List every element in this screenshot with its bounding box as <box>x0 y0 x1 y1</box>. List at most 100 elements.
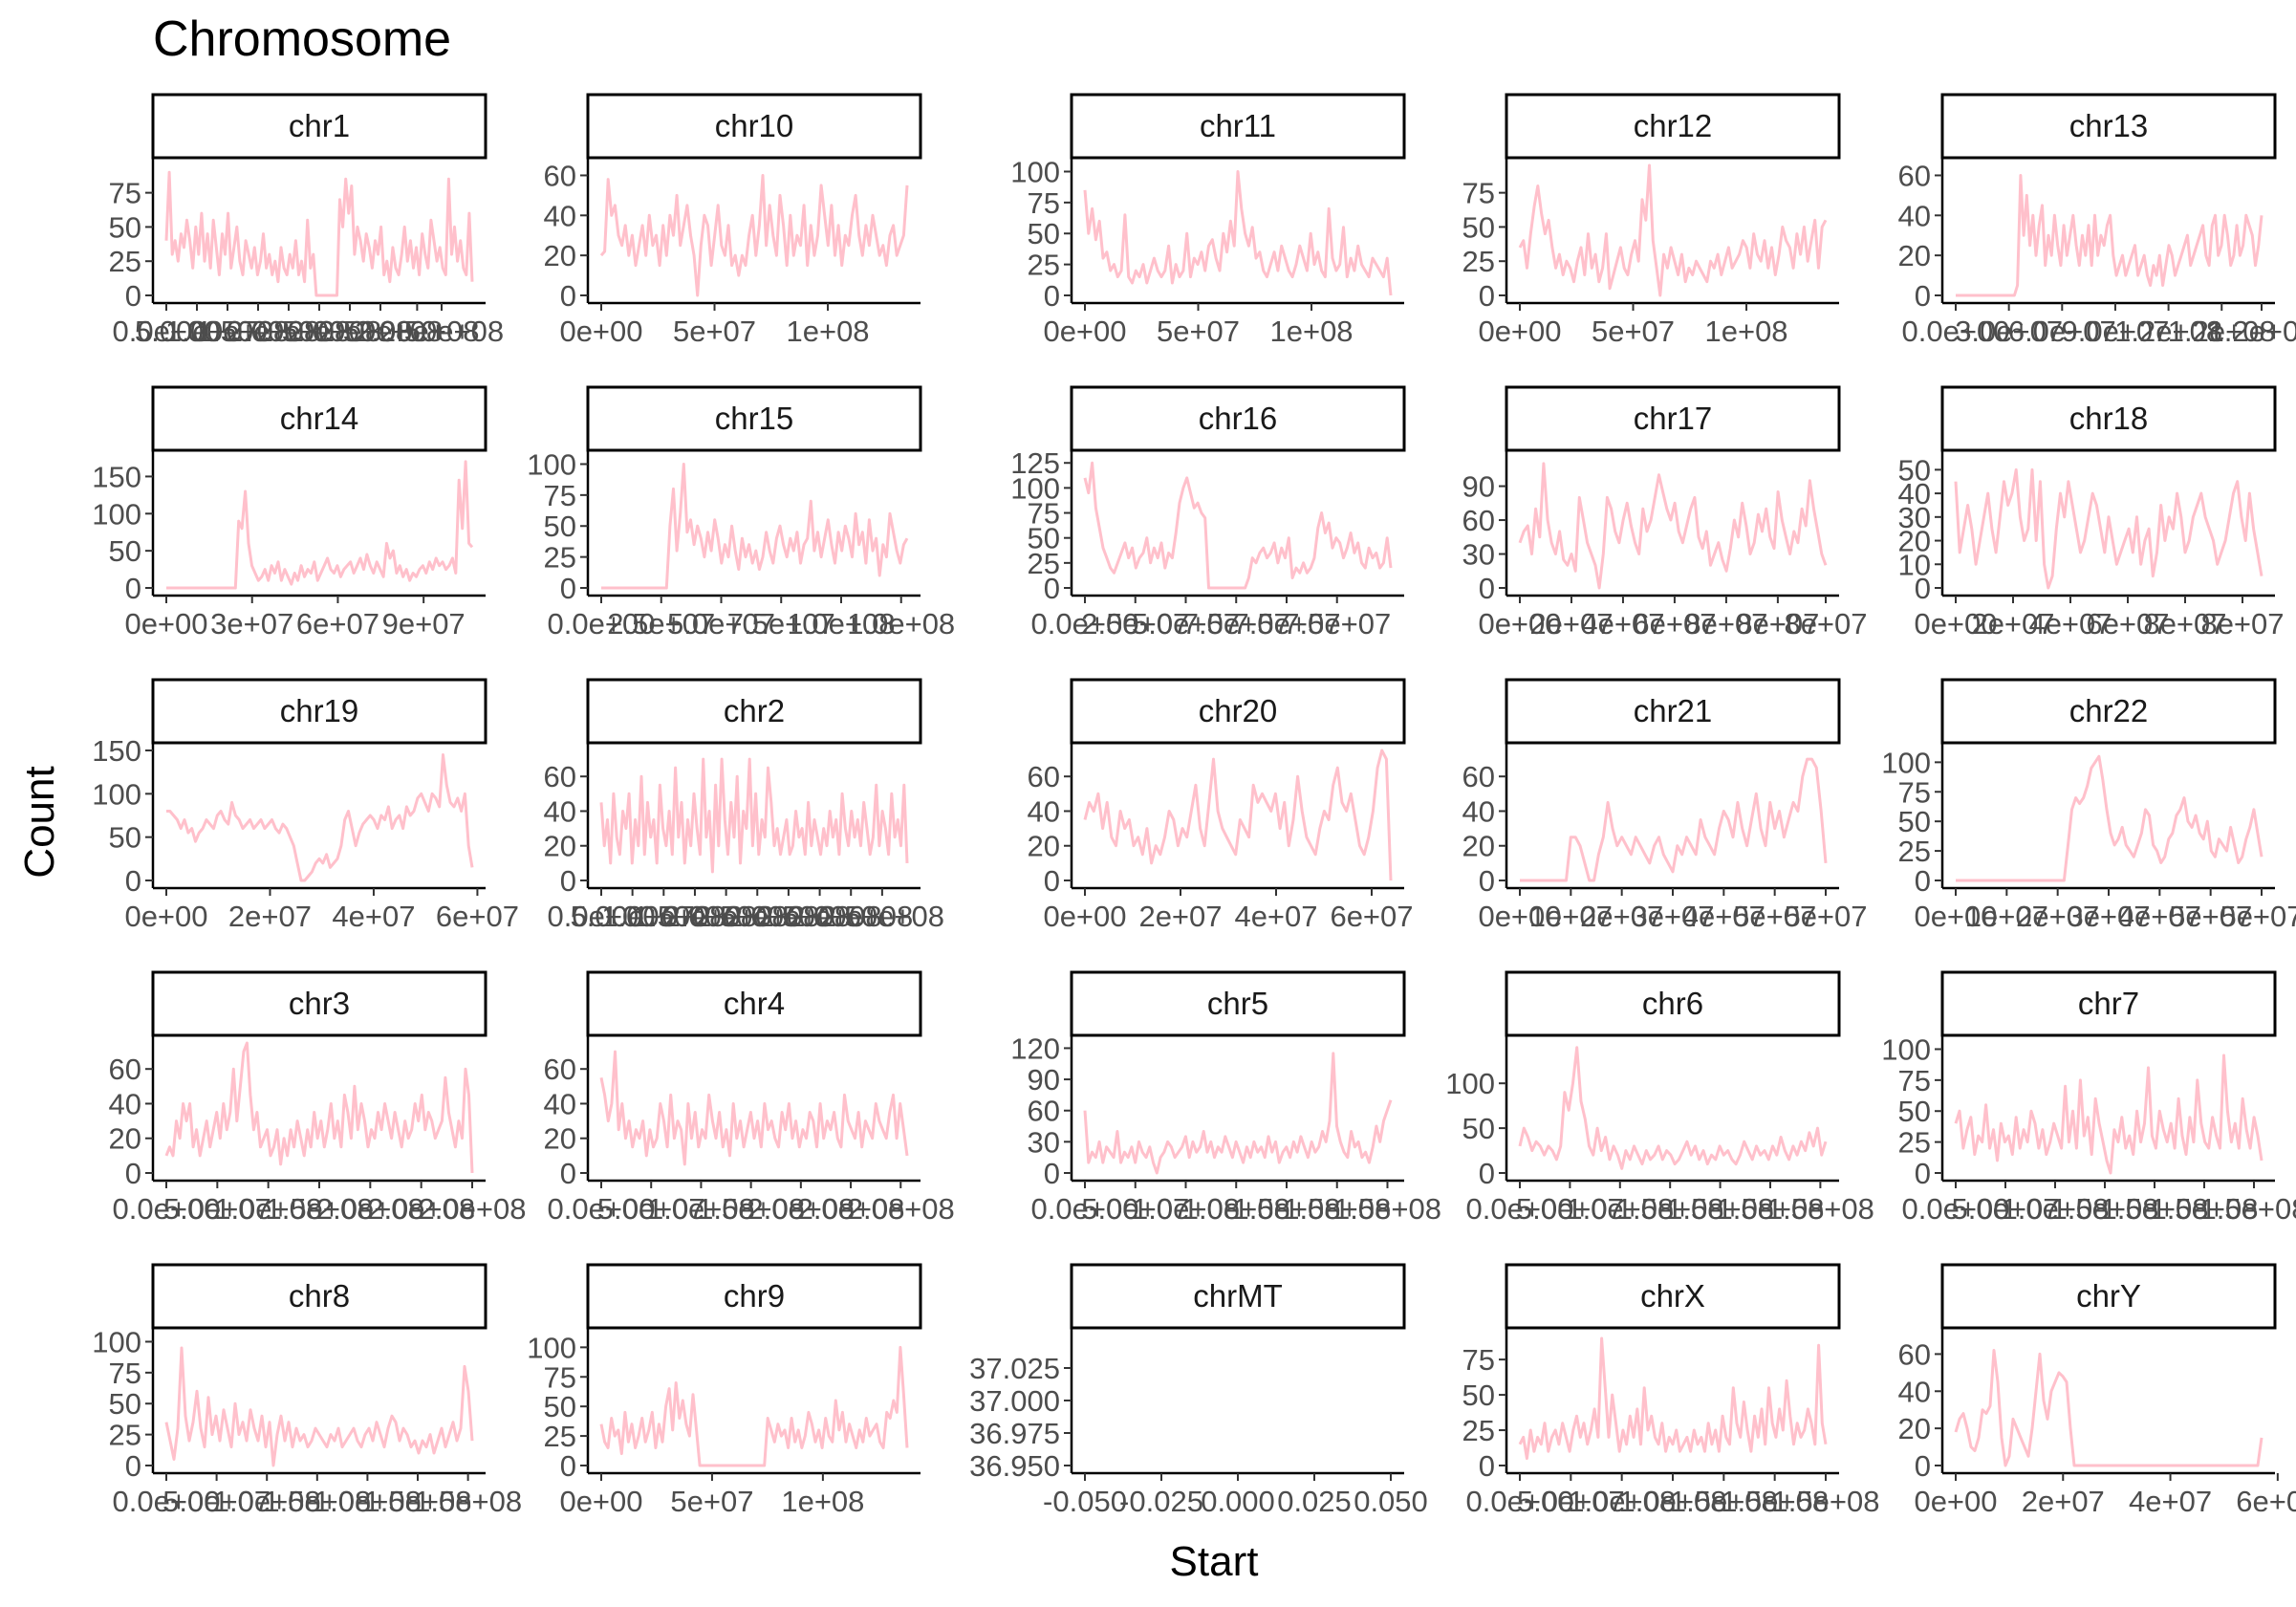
x-tick-label: 1.50e+08 <box>633 900 757 933</box>
x-tick-label: 3e+07 <box>210 607 293 641</box>
x-tick-label: 5.0e+07 <box>1517 1485 1625 1518</box>
y-tick-label: 0 <box>1915 572 1931 605</box>
panel-strip <box>151 970 487 1037</box>
y-tick-label: 0 <box>1479 279 1495 313</box>
y-tick-label: 100 <box>92 777 141 811</box>
x-tick-label: 5e+07 <box>1592 315 1675 348</box>
x-tick-label: 0.0e+00 <box>113 1192 221 1226</box>
x-tick-label: 5.0e+07 <box>1132 607 1240 641</box>
series-line-chr3 <box>164 1041 474 1174</box>
x-tick-label: 5e+07 <box>673 315 756 348</box>
x-tick-label: 3e+07 <box>1631 900 1714 933</box>
x-tick-label: 2.00e+08 <box>288 315 412 348</box>
y-tick-label: 0 <box>1479 1449 1495 1483</box>
panel-chr21: chr2102040600e+001e+072e+073e+074e+075e+… <box>1462 678 1868 933</box>
panel-strip <box>151 1263 487 1330</box>
series-line-chrX <box>1518 1336 1828 1461</box>
x-tick-label: 8e+07 <box>1784 607 1867 641</box>
x-tick-label: 2e+07 <box>1971 607 2054 641</box>
y-tick-label: 30 <box>1462 538 1495 572</box>
y-tick-label: 50 <box>1028 522 1060 555</box>
y-tick-label: 150 <box>92 734 141 768</box>
x-tick-label: 1.5e+08 <box>2101 1192 2209 1226</box>
y-tick-label: 60 <box>109 1053 141 1086</box>
series-line-chr1 <box>164 170 474 297</box>
x-tick-label: 1.0e+08 <box>1568 1485 1676 1518</box>
panel-strip <box>1940 970 2277 1037</box>
x-tick-label: 1.5e+08 <box>1333 1192 1441 1226</box>
x-tick-label: 1e+08 <box>1704 315 1787 348</box>
panel-strip-label: chr18 <box>2069 401 2149 436</box>
y-tick-label: 0 <box>1915 1449 1931 1483</box>
y-tick-label: 60 <box>1898 159 1931 192</box>
y-tick-label: 0 <box>1044 572 1060 605</box>
y-tick-label: 50 <box>1898 1095 1931 1128</box>
y-tick-label: 40 <box>1462 794 1495 828</box>
y-tick-label: 25 <box>109 245 141 278</box>
series-line-chr8 <box>164 1346 474 1467</box>
y-tick-label: 50 <box>1898 453 1931 487</box>
x-tick-label: 1.0e+08 <box>1619 1485 1727 1518</box>
y-tick-label: 75 <box>109 177 141 210</box>
panel-strip-label: chr6 <box>1642 986 1703 1021</box>
x-tick-label: 6e+07 <box>296 607 379 641</box>
y-tick-label: 50 <box>1462 210 1495 244</box>
y-tick-label: 25 <box>1898 835 1931 868</box>
x-tick-label: 9.0e+07 <box>2061 315 2169 348</box>
x-tick-label: 0.0e+00 <box>1466 1192 1574 1226</box>
y-tick-label: 100 <box>1445 1067 1495 1100</box>
y-tick-label: 60 <box>544 760 576 793</box>
y-tick-label: 50 <box>1898 805 1931 838</box>
y-axis-title: Count <box>16 766 63 878</box>
panel-strip-label: chr19 <box>280 693 359 728</box>
x-tick-label: 5.0e+07 <box>1081 1192 1189 1226</box>
panel-strip-label: chr7 <box>2078 986 2139 1021</box>
y-tick-label: 0 <box>1044 864 1060 898</box>
x-tick-label: 1.5e+08 <box>1616 1192 1724 1226</box>
x-tick-label: 0.000 <box>1201 1485 1275 1518</box>
y-tick-label: 75 <box>544 1360 576 1394</box>
series-line-chr10 <box>599 174 909 297</box>
x-tick-label: 7.5e+07 <box>1182 607 1290 641</box>
x-tick-label: 2.50e+08 <box>318 315 443 348</box>
y-tick-label: 20 <box>1028 830 1060 863</box>
y-tick-label: 40 <box>1898 1375 1931 1408</box>
y-tick-label: 40 <box>544 794 576 828</box>
y-tick-label: 40 <box>544 1087 576 1120</box>
y-tick-label: 50 <box>544 1390 576 1423</box>
panel-strip-label: chr15 <box>715 401 794 436</box>
panel-strip-label: chrY <box>2076 1278 2141 1314</box>
y-tick-label: 0 <box>125 572 141 605</box>
y-tick-label: 75 <box>544 479 576 512</box>
panel-strip <box>586 385 922 452</box>
y-tick-label: 100 <box>92 1325 141 1358</box>
x-tick-label: 2.00e+08 <box>227 315 351 348</box>
y-tick-label: 60 <box>544 159 576 192</box>
y-tick-label: 20 <box>1898 525 1931 558</box>
panel-strip <box>1070 970 1406 1037</box>
y-tick-label: 30 <box>1028 1125 1060 1159</box>
panel-strip <box>151 93 487 160</box>
y-tick-label: 0 <box>1479 572 1495 605</box>
x-tick-label: 2.50e+08 <box>820 900 944 933</box>
x-tick-label: 1.0e+08 <box>213 1485 321 1518</box>
panel-strip <box>1505 1263 1841 1330</box>
panel-strip <box>1505 970 1841 1037</box>
y-tick-label: 0 <box>1479 864 1495 898</box>
x-tick-label: 2.00e+08 <box>664 900 789 933</box>
y-tick-label: 20 <box>1898 239 1931 272</box>
panel-strip <box>1505 678 1841 745</box>
x-tick-label: 5e+07 <box>1157 315 1240 348</box>
x-tick-label: 4e+07 <box>1581 607 1664 641</box>
chart-title: Chromosome <box>153 11 451 67</box>
panel-chr8: chr802550751000.0e+005.0e+071.0e+081.5e+… <box>92 1263 522 1518</box>
panel-strip-label: chr8 <box>289 1278 350 1314</box>
y-tick-label: 37.000 <box>969 1384 1060 1418</box>
x-tick-label: 5e+07 <box>2220 900 2296 933</box>
y-tick-label: 20 <box>544 830 576 863</box>
panel-strip-label: chr20 <box>1199 693 1278 728</box>
x-tick-label: 4e+07 <box>332 900 415 933</box>
y-tick-label: 75 <box>1462 177 1495 210</box>
x-tick-label: 2.00e+08 <box>355 315 479 348</box>
